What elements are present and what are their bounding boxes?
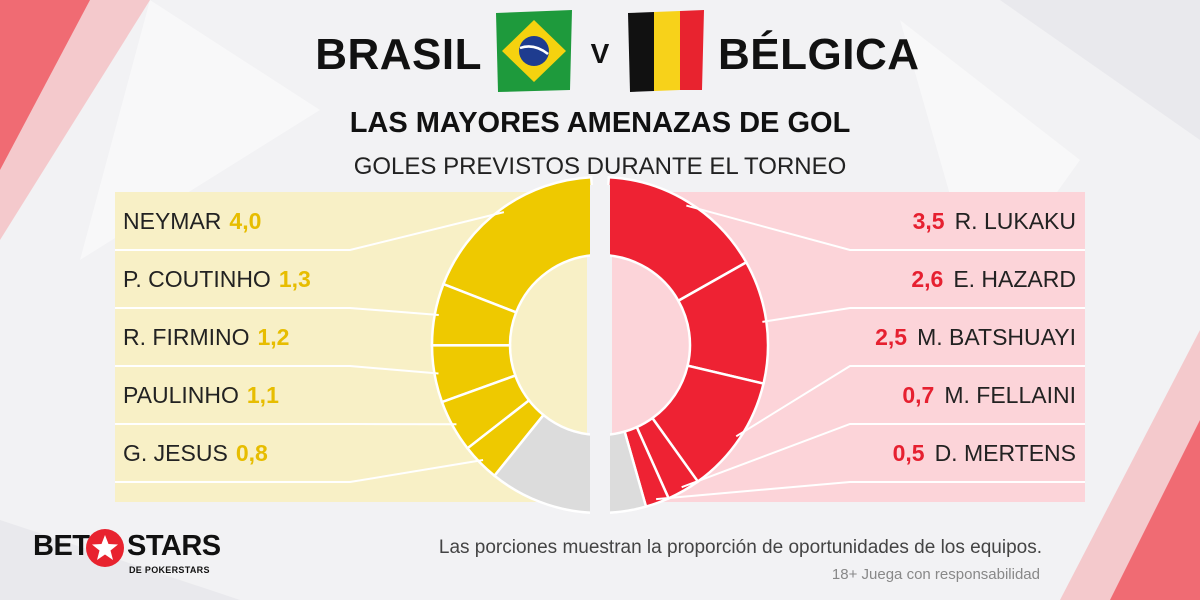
belgium-flag-icon: [628, 10, 704, 92]
brazil-player-row: P. COUTINHO 1,3: [123, 250, 311, 308]
brazil-player-row: NEYMAR 4,0: [123, 192, 261, 250]
player-name: R. FIRMINO: [123, 324, 250, 350]
team-left-name: BRASIL: [315, 30, 482, 79]
center-divider: [590, 185, 610, 515]
player-expected-goals: 0,8: [235, 440, 268, 466]
connector-line: [115, 365, 439, 375]
player-expected-goals: 0,5: [892, 440, 925, 466]
brazil-player-row: PAULINHO 1,1: [123, 366, 279, 424]
player-expected-goals: 2,6: [911, 266, 944, 292]
connector-line: [681, 423, 1085, 489]
player-name: G. JESUS: [123, 440, 228, 466]
player-name: D. MERTENS: [934, 440, 1076, 466]
brazil-player-row: G. JESUS 0,8: [123, 424, 268, 482]
player-expected-goals: 4,0: [229, 208, 262, 234]
belgium-player-row: 0,5 D. MERTENS: [893, 424, 1076, 482]
player-name: PAULINHO: [123, 382, 239, 408]
player-name: NEYMAR: [123, 208, 222, 234]
player-expected-goals: 1,2: [257, 324, 290, 350]
star-icon: [86, 529, 124, 567]
bg-facet: [1000, 0, 1200, 140]
betstars-logo: BET STARS DE POKERSTARS: [33, 529, 233, 580]
connector-line: [656, 481, 1085, 501]
connector-line: [686, 204, 1085, 251]
responsible-gaming-disclaimer: 18+ Juega con responsabilidad: [831, 566, 1040, 583]
belgium-player-row: 0,7 M. FELLAINI: [902, 366, 1076, 424]
player-expected-goals: 1,1: [246, 382, 279, 408]
player-name: R. LUKAKU: [954, 208, 1076, 234]
player-expected-goals: 0,7: [902, 382, 935, 408]
connector-line: [115, 459, 484, 483]
brazil-player-row: R. FIRMINO 1,2: [123, 308, 289, 366]
player-name: P. COUTINHO: [123, 266, 271, 292]
player-name: M. FELLAINI: [944, 382, 1076, 408]
logo-stars-text: STARS: [127, 530, 221, 562]
chart-footnote: Las porciones muestran la proporción de …: [438, 537, 1042, 558]
brazil-flag-icon: [496, 10, 572, 92]
bg-facet: [0, 520, 240, 600]
player-name: E. HAZARD: [953, 266, 1076, 292]
connector-line: [735, 365, 1085, 438]
connector-line: [762, 307, 1085, 323]
logo-bet-text: BET: [33, 530, 90, 562]
chart-title: LAS MAYORES AMENAZAS DE GOL: [349, 107, 851, 139]
connector-line: [115, 211, 505, 251]
logo-subtitle: DE POKERSTARS: [129, 565, 210, 575]
belgium-player-row: 2,5 M. BATSHUAYI: [875, 308, 1076, 366]
corner-stripe-bottom-right-shade: [1060, 330, 1200, 600]
player-expected-goals: 3,5: [912, 208, 945, 234]
chart-subtitle: GOLES PREVISTOS DURANTE EL TORNEO: [353, 153, 847, 180]
bg-facet: [900, 20, 1080, 300]
belgium-player-row: 2,6 E. HAZARD: [911, 250, 1076, 308]
team-right-name: BÉLGICA: [718, 30, 920, 79]
belgium-player-row: 3,5 R. LUKAKU: [913, 192, 1076, 250]
player-expected-goals: 2,5: [875, 324, 908, 350]
connector-line: [115, 307, 439, 316]
player-name: M. BATSHUAYI: [917, 324, 1076, 350]
player-expected-goals: 1,3: [278, 266, 311, 292]
corner-stripe-top-left-shade: [0, 0, 150, 240]
versus-label: V: [590, 38, 610, 69]
